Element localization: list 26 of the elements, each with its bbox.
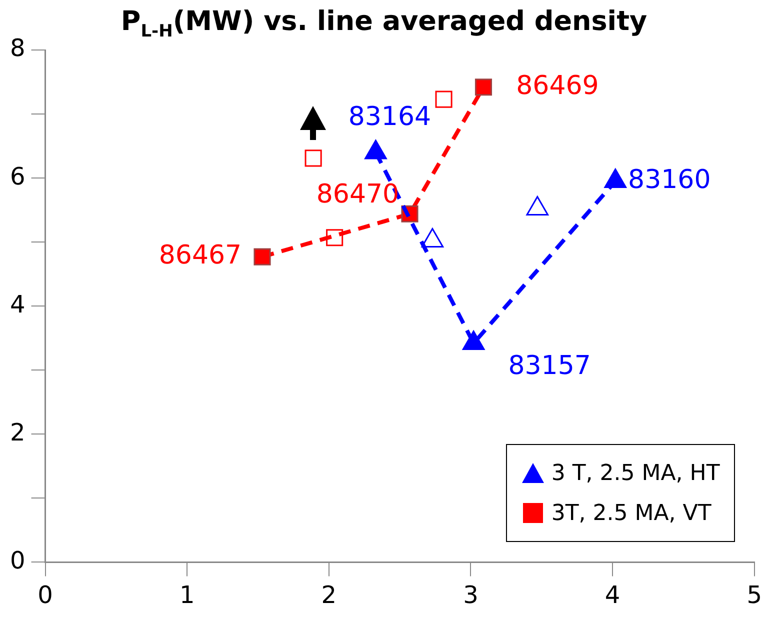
point (474, 78, 492, 96)
annotation: 83160 (628, 165, 711, 195)
point (304, 150, 322, 167)
legend-label: 3T, 2.5 MA, VT (551, 500, 712, 526)
annotation: 86470 (316, 180, 400, 210)
annotation: 83157 (508, 350, 591, 381)
y-tick-label: 8 (10, 34, 26, 62)
x-tick-label: 3 (463, 580, 478, 609)
point (462, 330, 485, 350)
annotation: 86467 (158, 240, 242, 271)
chart-title: P$_{L-H}$(MW) vs. line averaged density (120, 6, 648, 42)
x-tick-label: 5 (746, 580, 762, 609)
annotation: 86469 (516, 70, 599, 101)
y-tick-label: 6 (10, 162, 26, 190)
x-tick-label: 1 (179, 580, 195, 609)
point (421, 228, 444, 248)
y-tick-label: 0 (10, 546, 26, 574)
legend-label: 3 T, 2.5 MA, HT (551, 460, 720, 486)
x-tick-label: 4 (604, 580, 620, 609)
point (435, 90, 452, 108)
point (526, 196, 549, 216)
y-tick-label: 2 (10, 418, 26, 446)
x-tick-label: 2 (321, 580, 337, 609)
y-tick-label: 4 (10, 290, 26, 318)
x-tick-label: 0 (38, 580, 53, 609)
annotation: 83164 (348, 102, 432, 132)
